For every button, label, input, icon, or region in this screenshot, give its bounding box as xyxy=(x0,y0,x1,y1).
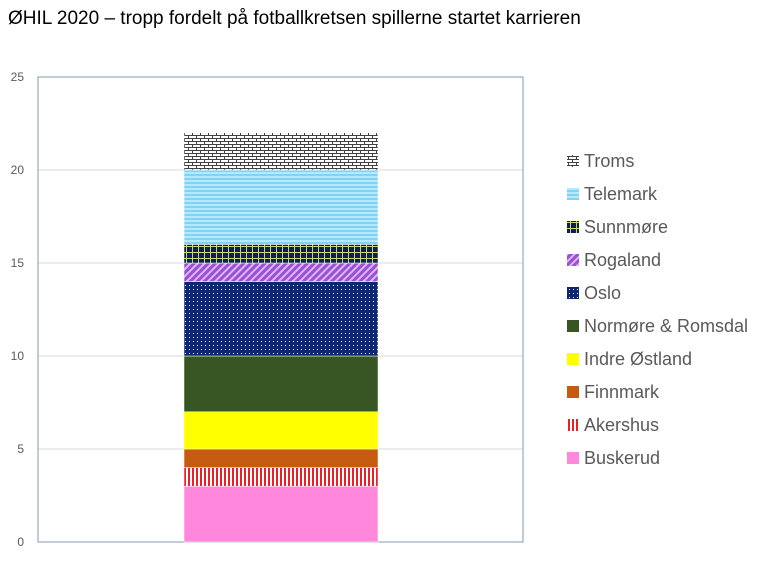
legend-item: Troms xyxy=(567,151,634,171)
legend-label: Telemark xyxy=(584,184,658,204)
y-tick-label: 20 xyxy=(11,163,25,177)
bar-segment-finnmark xyxy=(183,448,379,468)
bar-segment-rogaland xyxy=(183,262,379,282)
legend-swatch xyxy=(567,221,579,233)
legend-item: Telemark xyxy=(567,184,658,204)
y-tick-label: 10 xyxy=(11,349,25,363)
legend-swatch xyxy=(567,320,579,332)
bar-segment-sunnm-re xyxy=(183,244,379,264)
y-tick-label: 15 xyxy=(11,256,25,270)
bar-segment-oslo xyxy=(183,281,379,357)
legend-item: Sunnmøre xyxy=(567,217,668,237)
chart-title: ØHIL 2020 – tropp fordelt på fotballkret… xyxy=(8,8,581,29)
y-tick-label: 0 xyxy=(17,535,24,549)
legend-label: Oslo xyxy=(584,283,621,303)
bar-segment-buskerud xyxy=(183,485,379,543)
legend-item: Akershus xyxy=(567,415,659,435)
legend-item: Oslo xyxy=(567,283,621,303)
legend-label: Buskerud xyxy=(584,448,660,468)
legend-item: Rogaland xyxy=(567,250,661,270)
legend-swatch xyxy=(567,353,579,365)
legend-label: Finnmark xyxy=(584,382,660,402)
bar-segment-telemark xyxy=(183,169,379,245)
legend-item: Indre Østland xyxy=(567,349,692,369)
legend-label: Sunnmøre xyxy=(584,217,668,237)
legend-item: Finnmark xyxy=(567,382,660,402)
legend-label: Akershus xyxy=(584,415,659,435)
legend-label: Indre Østland xyxy=(584,349,692,369)
legend-swatch xyxy=(567,287,579,299)
bar-segment-norm-re-romsdal xyxy=(183,355,379,413)
legend-label: Rogaland xyxy=(584,250,661,270)
legend-swatch xyxy=(567,254,579,266)
y-tick-label: 5 xyxy=(17,442,24,456)
legend-item: Normøre & Romsdal xyxy=(567,316,748,336)
legend-label: Normøre & Romsdal xyxy=(584,316,748,336)
legend-swatch xyxy=(567,452,579,464)
bar-segment-akershus xyxy=(183,467,379,487)
legend-label: Troms xyxy=(584,151,634,171)
legend-swatch xyxy=(567,188,579,200)
legend-item: Buskerud xyxy=(567,448,660,468)
legend-swatch xyxy=(567,155,579,167)
legend-swatch xyxy=(567,386,579,398)
y-tick-label: 25 xyxy=(11,70,25,84)
legend-swatch xyxy=(567,419,579,431)
bar-segment-indre-stland xyxy=(183,411,379,450)
bar-segment-troms xyxy=(183,132,379,171)
